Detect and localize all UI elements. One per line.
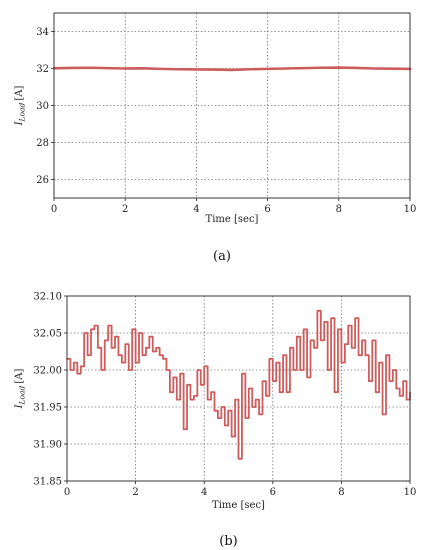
y-axis-label-symbol: I	[14, 403, 25, 409]
y-axis-label-unit: [A]	[14, 369, 25, 384]
y-axis-label-subscript: Load	[18, 102, 27, 122]
x-tick-label: 6	[264, 204, 270, 215]
y-tick-label: 31.85	[33, 477, 62, 488]
x-tick-label: 6	[270, 487, 276, 498]
panel-caption: (b)	[219, 534, 237, 549]
plot-frame	[66, 295, 411, 482]
x-tick-label: 10	[404, 204, 417, 215]
y-tick-label: 31.90	[33, 440, 62, 451]
y-tick-label: 32.05	[33, 329, 62, 340]
y-axis-label: ILoad[A]	[14, 86, 27, 127]
y-axis-label-unit: [A]	[14, 86, 25, 101]
y-axis-label-symbol: I	[14, 120, 25, 126]
y-axis-label: ILoad[A]	[14, 369, 27, 410]
y-tick-label: 31.95	[33, 403, 62, 414]
x-tick-label: 4	[201, 487, 207, 498]
panel-caption: (a)	[213, 249, 231, 264]
series-line	[66, 309, 411, 460]
x-tick-label: 10	[404, 487, 417, 498]
x-tick-label: 8	[336, 204, 342, 215]
y-tick-label: 30	[36, 101, 49, 112]
y-tick-label: 34	[36, 27, 49, 38]
plot-frame	[53, 12, 411, 199]
x-axis-label: Time [sec]	[206, 214, 259, 225]
y-tick-label: 28	[36, 138, 49, 149]
x-tick-label: 4	[193, 204, 199, 215]
chart-a: 0 2 4 6 8 10 26 28 30 32 34 Time [sec] ILoad[A] (a)	[14, 12, 417, 264]
chart-b: 0 2 4 6 8 10 31.85 31.90 31.95 32.00 32.05 32.10 Tim…	[14, 292, 416, 550]
y-tick-label: 26	[36, 175, 49, 186]
x-tick-label: 8	[338, 487, 344, 498]
x-axis-label: Time [sec]	[212, 500, 265, 511]
y-tick-label: 32.10	[33, 292, 62, 303]
y-axis-label-subscript: Load	[18, 385, 27, 405]
series-line	[52, 66, 412, 72]
x-tick-label: 0	[51, 204, 57, 215]
x-tick-label: 2	[122, 204, 128, 215]
x-tick-label: 2	[132, 487, 138, 498]
y-tick-label: 32.00	[33, 366, 62, 377]
x-tick-label: 0	[64, 487, 70, 498]
y-tick-label: 32	[36, 64, 49, 75]
